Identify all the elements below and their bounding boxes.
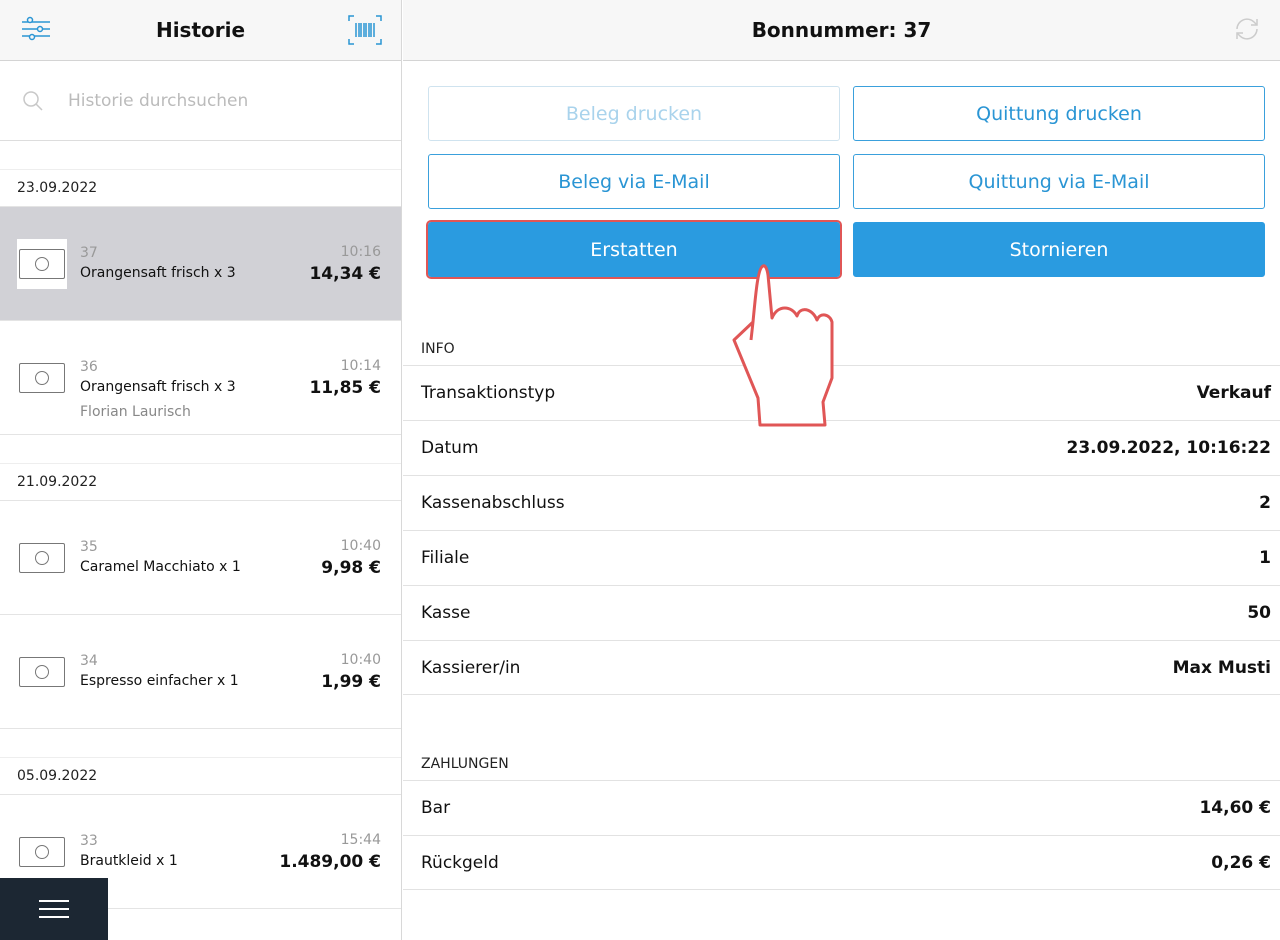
refund-button[interactable]: Erstatten: [426, 220, 842, 279]
date-header: 23.09.2022: [0, 169, 401, 207]
receipt-number: 33: [80, 833, 98, 849]
payments-section-label: ZAHLUNGEN: [421, 756, 509, 772]
barcode-scan-icon[interactable]: [348, 14, 382, 46]
receipt-time: 10:40: [340, 652, 381, 668]
detail-value: 2: [1259, 493, 1271, 513]
history-panel: Historie 23.09.2022 37 Orangensaft frisc…: [0, 0, 402, 940]
date-header: 05.09.2022: [0, 757, 401, 795]
detail-label: Rückgeld: [421, 852, 499, 873]
cancel-transaction-button[interactable]: Stornieren: [853, 222, 1265, 277]
detail-value: 50: [1247, 603, 1271, 623]
detail-header: Bonnummer: 37: [403, 0, 1280, 61]
history-header: Historie: [0, 0, 401, 61]
history-title: Historie: [155, 18, 246, 42]
history-row[interactable]: 37 Orangensaft frisch x 3 10:16 14,34 €: [0, 207, 401, 321]
print-quittung-button[interactable]: Quittung drucken: [853, 86, 1265, 141]
detail-row: Rückgeld 0,26 €: [403, 835, 1280, 890]
menu-button[interactable]: [0, 878, 108, 940]
spacer: [0, 729, 401, 757]
receipt-time: 15:44: [340, 832, 381, 848]
history-row[interactable]: 36 Orangensaft frisch x 3 Florian Lauris…: [0, 321, 401, 435]
detail-row: Transaktionstyp Verkauf: [403, 365, 1280, 420]
item-summary: Orangensaft frisch x 3: [80, 265, 236, 281]
receipt-time: 10:16: [340, 244, 381, 260]
email-quittung-button[interactable]: Quittung via E-Mail: [853, 154, 1265, 209]
receipt-total: 1,99 €: [321, 672, 381, 692]
detail-value: 23.09.2022, 10:16:22: [1066, 438, 1272, 458]
card-payment-icon: [17, 533, 67, 583]
history-row[interactable]: 33 Brautkleid x 1 15:44 1.489,00 €: [0, 795, 401, 909]
email-receipt-button[interactable]: Beleg via E-Mail: [428, 154, 840, 209]
detail-row: Filiale 1: [403, 530, 1280, 585]
detail-label: Transaktionstyp: [421, 383, 556, 403]
card-payment-icon: [17, 353, 67, 403]
receipt-detail: Bonnummer: 37 Beleg drucken Quittung dru…: [403, 0, 1280, 940]
history-row[interactable]: 35 Caramel Macchiato x 1 10:40 9,98 €: [0, 501, 401, 615]
card-payment-icon: [17, 239, 67, 289]
card-payment-icon: [17, 827, 67, 877]
item-summary: Orangensaft frisch x 3: [80, 379, 236, 395]
receipt-total: 14,34 €: [309, 264, 381, 284]
history-list[interactable]: 23.09.2022 37 Orangensaft frisch x 3 10:…: [0, 169, 401, 909]
detail-label: Kassenabschluss: [421, 493, 565, 513]
date-header: 21.09.2022: [0, 463, 401, 501]
receipt-number: 35: [80, 539, 98, 555]
detail-row: Kassierer/in Max Musti: [403, 640, 1280, 695]
detail-label: Filiale: [421, 548, 470, 568]
receipt-time: 10:14: [340, 358, 381, 374]
info-section-label: INFO: [421, 341, 455, 357]
receipt-total: 9,98 €: [321, 558, 381, 578]
receipt-number-title: Bonnummer: 37: [751, 18, 932, 42]
detail-label: Kasse: [421, 603, 471, 623]
detail-row: Datum 23.09.2022, 10:16:22: [403, 420, 1280, 475]
detail-row: Bar 14,60 €: [403, 780, 1280, 835]
history-row[interactable]: 34 Espresso einfacher x 1 10:40 1,99 €: [0, 615, 401, 729]
item-summary: Espresso einfacher x 1: [80, 673, 239, 689]
spacer: [0, 435, 401, 463]
detail-value: Max Musti: [1172, 657, 1271, 678]
receipt-number: 36: [80, 359, 98, 375]
detail-value: 0,26 €: [1211, 852, 1271, 873]
refresh-icon[interactable]: [1233, 15, 1265, 47]
receipt-number: 37: [80, 245, 98, 261]
history-search[interactable]: [0, 61, 401, 141]
detail-row: Kasse 50: [403, 585, 1280, 640]
detail-label: Datum: [421, 438, 479, 458]
receipt-total: 1.489,00 €: [279, 852, 381, 872]
receipt-number: 34: [80, 653, 98, 669]
detail-label: Bar: [421, 798, 451, 818]
detail-value: 1: [1259, 548, 1271, 568]
search-input[interactable]: [68, 90, 368, 111]
print-receipt-button[interactable]: Beleg drucken: [428, 86, 840, 141]
hamburger-icon: [39, 900, 69, 918]
detail-value: Verkauf: [1196, 383, 1271, 403]
item-summary: Caramel Macchiato x 1: [80, 559, 241, 575]
spacer: [0, 141, 401, 169]
search-icon: [23, 90, 43, 111]
receipt-time: 10:40: [340, 538, 381, 554]
item-summary: Brautkleid x 1: [80, 853, 178, 869]
cashier-name: Florian Laurisch: [80, 404, 191, 420]
receipt-total: 11,85 €: [309, 378, 381, 398]
filter-sliders-icon[interactable]: [20, 14, 52, 46]
detail-row: Kassenabschluss 2: [403, 475, 1280, 530]
detail-value: 14,60 €: [1199, 798, 1271, 818]
card-payment-icon: [17, 647, 67, 697]
detail-label: Kassierer/in: [421, 657, 521, 678]
